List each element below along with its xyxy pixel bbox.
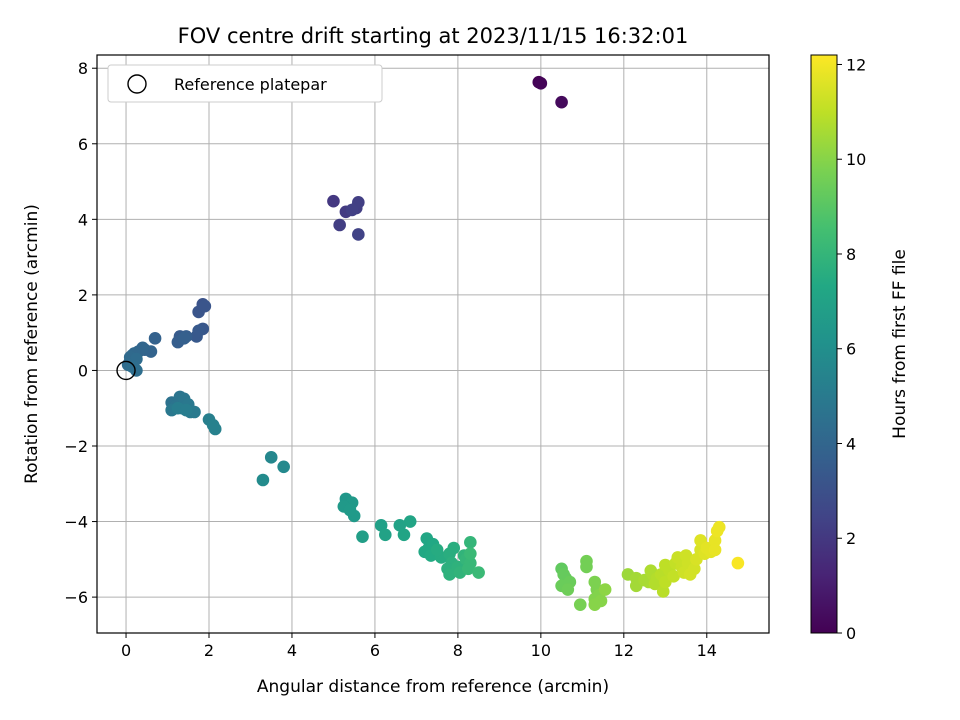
- x-axis-label: Angular distance from reference (arcmin): [257, 677, 609, 697]
- data-point: [256, 473, 270, 487]
- legend-open-circle-marker: [127, 74, 147, 94]
- y-axis: −6 −4 −2 0 2 4 6 8: [64, 59, 97, 607]
- data-point: [580, 560, 593, 574]
- legend-box: [107, 64, 383, 103]
- y-tick-label: −2: [64, 437, 88, 456]
- data-point: [430, 543, 444, 557]
- data-point: [461, 562, 475, 576]
- plot-frame: [96, 54, 770, 634]
- x-tick-label: 2: [204, 641, 214, 660]
- data-point: [708, 543, 722, 557]
- data-point: [731, 556, 745, 570]
- data-point: [352, 228, 365, 241]
- data-point: [588, 598, 602, 611]
- data-point: [345, 203, 359, 217]
- data-point: [148, 332, 162, 345]
- y-tick-label: 8: [78, 59, 88, 78]
- data-point: [277, 460, 290, 474]
- data-point: [656, 585, 670, 598]
- data-point: [708, 534, 722, 547]
- data-point: [179, 403, 193, 417]
- data-point: [374, 519, 388, 532]
- data-point: [447, 541, 461, 555]
- colorbar-tick-label: 8: [846, 245, 856, 264]
- data-point: [327, 194, 340, 208]
- x-axis: 0 2 4 6 8 10 12 14: [121, 633, 717, 660]
- grid-lines: [97, 55, 769, 633]
- data-point: [130, 364, 143, 377]
- data-point: [573, 598, 587, 611]
- colorbar-gradient: [810, 54, 838, 634]
- x-tick-label: 4: [287, 641, 297, 660]
- data-point: [712, 520, 726, 534]
- x-tick-label: 10: [531, 641, 551, 660]
- y-tick-label: 2: [78, 286, 88, 305]
- data-point: [264, 451, 278, 464]
- colorbar: 0 2 4 6 8 10 12 Hours from first FF file: [810, 54, 910, 643]
- y-tick-label: 6: [78, 135, 88, 154]
- colorbar-tick-label: 2: [846, 529, 856, 548]
- data-point: [198, 299, 212, 313]
- data-point: [555, 95, 568, 109]
- y-tick-label: 4: [78, 210, 88, 229]
- data-point: [177, 332, 191, 345]
- data-point: [667, 570, 680, 583]
- y-tick-label: −4: [64, 513, 88, 532]
- colorbar-label: Hours from first FF file: [890, 249, 910, 439]
- chart-title: FOV centre drift starting at 2023/11/15 …: [178, 24, 689, 48]
- data-point: [561, 583, 575, 596]
- legend: Reference platepar: [107, 64, 383, 103]
- reference-platepar-marker: [116, 360, 136, 381]
- colorbar-ticks: 0 2 4 6 8 10 12: [837, 55, 866, 643]
- data-point: [343, 503, 357, 517]
- reference-layer: [116, 360, 136, 381]
- legend-label: Reference platepar: [174, 75, 327, 94]
- data-point: [598, 583, 612, 596]
- data-point: [534, 77, 548, 90]
- data-point: [464, 536, 477, 549]
- x-tick-label: 12: [614, 641, 634, 660]
- x-tick-label: 6: [370, 641, 380, 660]
- data-point: [464, 547, 477, 560]
- x-tick-label: 8: [453, 641, 463, 660]
- x-tick-label: 14: [697, 641, 717, 660]
- x-tick-label: 0: [121, 641, 131, 660]
- data-point: [192, 324, 205, 338]
- data-point: [648, 577, 662, 591]
- y-tick-label: 0: [78, 361, 88, 380]
- colorbar-tick-label: 10: [846, 150, 866, 169]
- data-point: [443, 568, 456, 581]
- y-tick-label: −6: [64, 588, 88, 607]
- data-point: [208, 422, 222, 436]
- data-point: [333, 218, 346, 232]
- y-axis-label: Rotation from reference (arcmin): [22, 204, 42, 484]
- colorbar-tick-label: 12: [846, 55, 866, 74]
- data-point: [393, 519, 407, 532]
- data-point: [356, 530, 369, 543]
- colorbar-tick-label: 6: [846, 340, 856, 359]
- data-point: [472, 566, 485, 579]
- data-points: [121, 75, 745, 611]
- colorbar-tick-label: 0: [846, 624, 856, 643]
- data-point: [403, 515, 417, 528]
- data-point: [378, 528, 392, 542]
- data-point: [397, 528, 411, 542]
- colorbar-tick-label: 4: [846, 434, 856, 453]
- data-point: [688, 562, 701, 576]
